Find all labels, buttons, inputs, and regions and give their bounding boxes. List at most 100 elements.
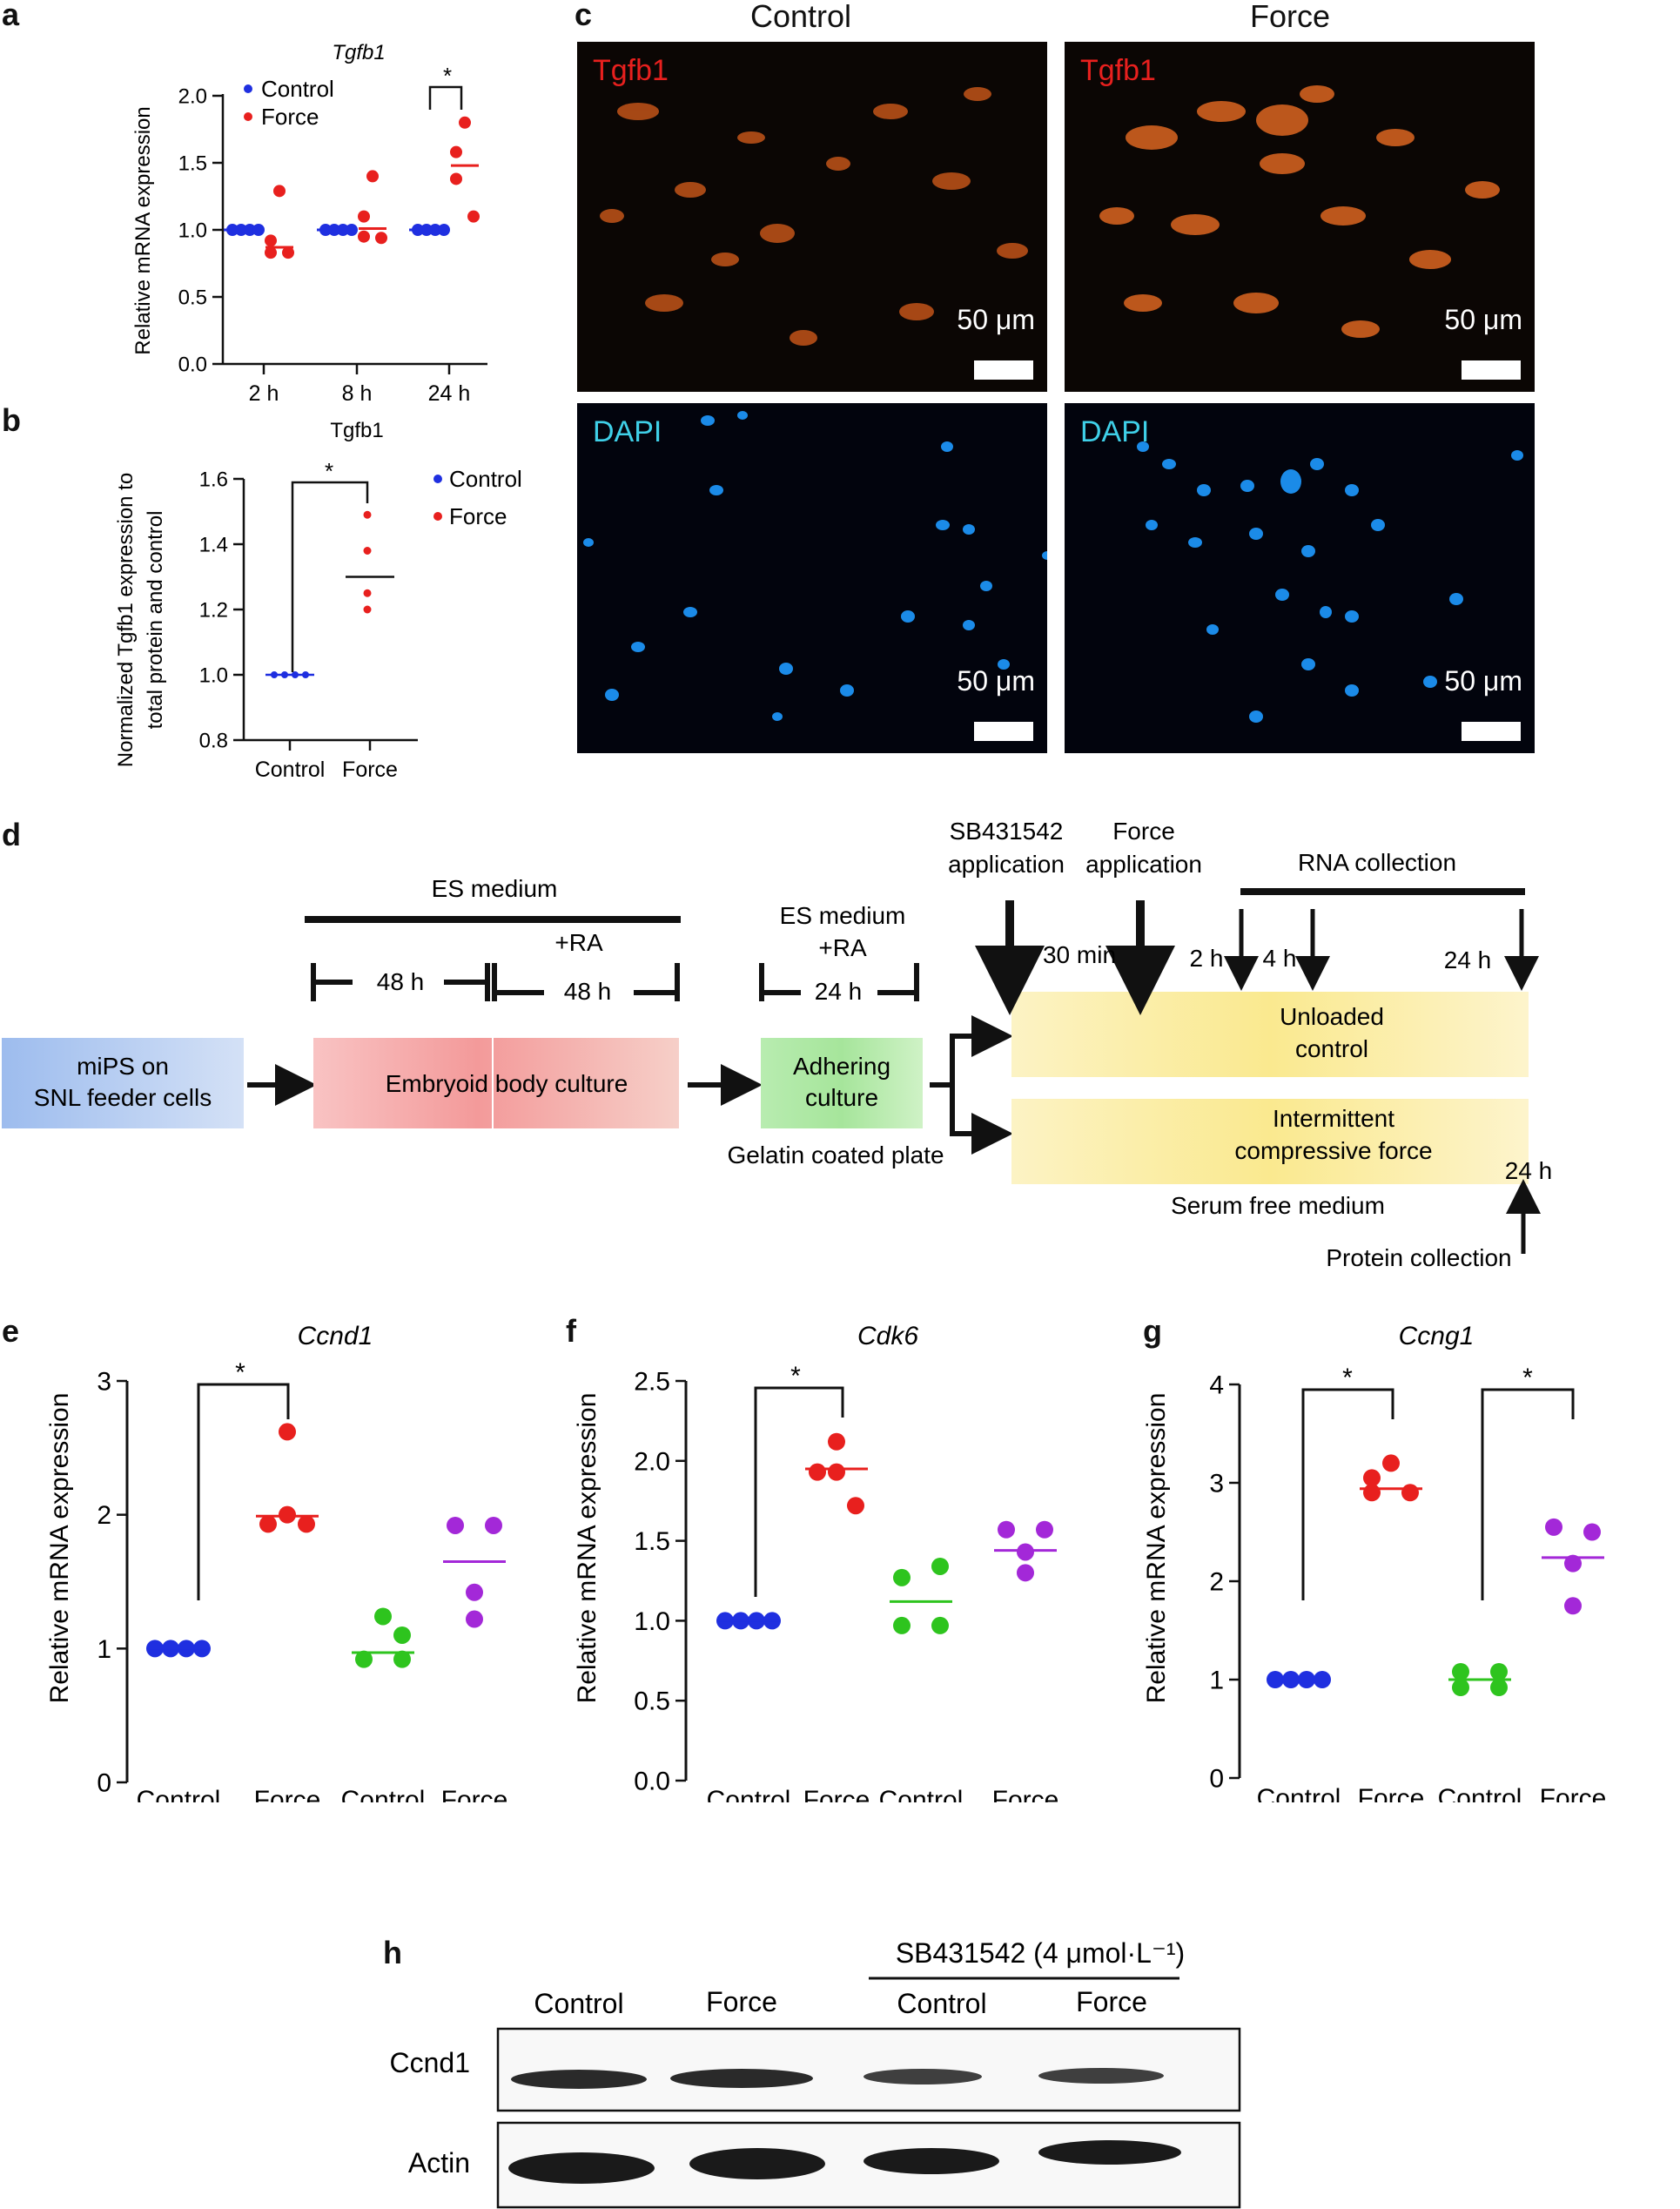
schematic-es-medium-2: ES medium	[780, 902, 906, 929]
chart-g-ytick-label: 4	[1209, 1371, 1224, 1400]
chart-b-legend-force: Force	[449, 503, 507, 529]
chart-e-ccnd1: Ccnd1 Relative mRNA expression 0 1 2 3 Cont…	[45, 1322, 508, 1802]
schematic-24h-protein: 24 h	[1505, 1157, 1553, 1184]
schematic-force-app-1: Force	[1112, 818, 1175, 845]
chart-e-ylabel: Relative mRNA expression	[45, 1393, 74, 1704]
chart-g-ccng1: Ccng1 Relative mRNA expression 0 1 2 3 4 Con…	[1142, 1322, 1607, 1802]
panel-letter-a: a	[2, 0, 20, 32]
chart-f-point	[931, 1616, 949, 1634]
blot-actin-bands	[508, 2140, 1181, 2184]
chart-b-ytick-label: 1.0	[199, 663, 228, 687]
chart-f-ytick-label: 0.5	[634, 1687, 670, 1716]
chart-b-star: *	[325, 458, 333, 484]
stain-label-dapi-force: DAPI	[1080, 415, 1150, 448]
chart-a-point-force	[467, 210, 480, 223]
scale-bar	[974, 722, 1033, 741]
chart-f-ytick-label: 0.0	[634, 1768, 670, 1796]
chart-f-ytick-label: 1.0	[634, 1607, 670, 1636]
chart-e-point	[355, 1650, 373, 1668]
chart-a-point-force	[459, 116, 471, 129]
schematic-mips-box	[2, 1038, 244, 1128]
schematic-48h-1: 48 h	[377, 968, 425, 995]
chart-e-xtick-label: Force	[254, 1786, 321, 1802]
chart-a-xtick-label: 8 h	[342, 381, 373, 406]
schematic-sb-app-1: SB431542	[950, 818, 1064, 845]
chart-g-xtick-label: Control	[1438, 1784, 1522, 1802]
chart-a-point-force	[450, 145, 462, 158]
chart-g-star-1: *	[1342, 1364, 1353, 1392]
schematic-adhering-2: culture	[805, 1084, 878, 1111]
scale-bar-label: 50 μm	[957, 665, 1035, 697]
chart-a-significance-bracket	[428, 85, 463, 110]
chart-g-ytick-label: 0	[1209, 1765, 1224, 1794]
chart-f-ytick-label: 2.0	[634, 1447, 670, 1476]
chart-a-ytick-label: 1.5	[178, 152, 207, 175]
chart-a-star: *	[443, 63, 452, 89]
chart-g-point	[1564, 1554, 1582, 1573]
blot-treatment: SB431542 (4 μmol·L⁻¹)	[896, 1937, 1185, 1969]
chart-a-point-force	[375, 232, 387, 245]
panel-letter-c: c	[575, 0, 593, 32]
chart-b-legend-control-dot	[433, 475, 442, 483]
schematic-adhering-box	[761, 1038, 923, 1128]
chart-g-significance-bracket-2	[1481, 1388, 1575, 1600]
chart-e-xtick-label: Control	[137, 1786, 221, 1802]
micrograph-dapi-control-nuclei	[583, 411, 1047, 721]
chart-e-xtick-label: Control	[341, 1786, 426, 1802]
chart-a-ytick-label: 1.0	[178, 219, 207, 242]
chart-g-significance-bracket-1	[1301, 1388, 1394, 1600]
stain-label-tgfb1-control: Tgfb1	[593, 54, 669, 87]
chart-f-point	[931, 1557, 949, 1575]
chart-f-xtick-label: Force	[992, 1786, 1059, 1802]
chart-f-point	[847, 1497, 864, 1515]
chart-e-ytick-label: 2	[97, 1501, 111, 1530]
chart-f-xtick-label: Control	[707, 1786, 791, 1802]
chart-f-xtick-label: Force	[803, 1786, 870, 1802]
chart-b-ytick-label: 1.2	[199, 598, 228, 622]
chart-f-point	[1017, 1564, 1034, 1582]
chart-g-xtick-label: Force	[1540, 1784, 1607, 1802]
blot-row-actin: Actin	[408, 2147, 470, 2179]
schematic-24h: 24 h	[815, 978, 863, 1005]
chart-e-point	[466, 1583, 483, 1601]
chart-a-ylabel: Relative mRNA expression	[131, 106, 155, 354]
micrograph-tgfb1-force-cells	[1099, 85, 1500, 338]
micrograph-tgfb1-control-cells	[600, 87, 1028, 346]
schematic-embryoid-box	[313, 1038, 679, 1128]
schematic-ra: +RA	[554, 929, 603, 956]
chart-g-point	[1401, 1484, 1419, 1502]
schematic-force-app-2: application	[1085, 851, 1202, 878]
chart-a-tgfb1-timecourse: Tgfb1 Relative mRNA expression 0.0 0.5 1.0…	[131, 41, 487, 406]
schematic-force-box	[1011, 1099, 1529, 1184]
schematic-gelatin: Gelatin coated plate	[727, 1142, 944, 1168]
schematic-48h-2: 48 h	[564, 978, 612, 1005]
schematic-unloaded-box	[1011, 992, 1529, 1077]
chart-a-ytick-label: 0.5	[178, 286, 207, 309]
chart-g-title: Ccng1	[1399, 1322, 1475, 1350]
chart-g-ytick-label: 2	[1209, 1568, 1224, 1597]
chart-f-point	[998, 1520, 1015, 1539]
panel-letter-b: b	[2, 402, 21, 438]
chart-f-point	[893, 1616, 911, 1634]
blot-lane-2: Force	[706, 1986, 777, 2017]
chart-b-significance-bracket	[291, 481, 369, 672]
chart-g-point	[1490, 1662, 1508, 1680]
chart-b-point-force	[363, 510, 372, 519]
chart-f-ylabel: Relative mRNA expression	[573, 1393, 601, 1704]
scale-bar-label: 50 μm	[1444, 665, 1522, 697]
chart-a-xtick-label: 2 h	[249, 381, 279, 406]
scale-bar	[1462, 360, 1521, 380]
chart-b-ytick-label: 0.8	[199, 729, 228, 752]
chart-a-point-force	[265, 234, 277, 247]
schematic-24h-rna: 24 h	[1444, 946, 1492, 973]
chart-e-ytick-label: 1	[97, 1635, 111, 1664]
blot-ccnd1-bands	[511, 2068, 1164, 2089]
chart-f-ytick-label: 2.5	[634, 1368, 670, 1397]
schematic-adhering-1: Adhering	[793, 1053, 890, 1080]
chart-e-xtick-label: Force	[441, 1786, 508, 1802]
chart-g-ylabel: Relative mRNA expression	[1142, 1393, 1171, 1704]
micrograph-dapi-force-nuclei	[1137, 441, 1523, 723]
scale-bar-label: 50 μm	[1444, 304, 1522, 335]
chart-g-point	[1452, 1679, 1469, 1697]
chart-a-legend-force: Force	[261, 104, 319, 130]
